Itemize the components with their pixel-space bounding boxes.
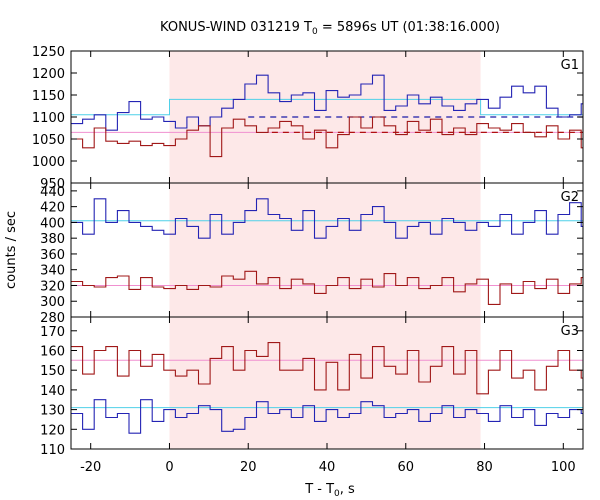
- x-tick-label: -20: [80, 460, 101, 475]
- y-tick-label: 950: [40, 177, 65, 192]
- series-g1-blue: [71, 74, 583, 131]
- y-tick-label: 340: [40, 264, 65, 279]
- y-tick-label: 440: [40, 185, 65, 200]
- series-g2-red: [71, 270, 583, 305]
- y-tick-label: 1200: [32, 67, 65, 82]
- y-tick-label: 130: [40, 404, 65, 419]
- y-tick-label: 1000: [32, 155, 65, 170]
- series-g3-red: [71, 342, 583, 395]
- y-tick-label: 1150: [32, 89, 65, 104]
- panel-g2: [71, 198, 583, 305]
- x-tick-label: 80: [476, 460, 493, 475]
- series-g1-red: [71, 116, 583, 158]
- y-tick-label: 150: [40, 364, 65, 379]
- x-tick-label: 100: [551, 460, 576, 475]
- series-g3-blue: [71, 399, 583, 434]
- y-tick-label: 380: [40, 232, 65, 247]
- chart-title-sub: 0: [312, 27, 318, 37]
- chart-title-rest: = 5896s UT (01:38:16.000): [318, 20, 500, 35]
- y-tick-label: 320: [40, 279, 65, 294]
- data-layer: [71, 74, 583, 434]
- panel-label-g2: G2: [561, 190, 579, 205]
- y-tick-label: 110: [40, 443, 65, 458]
- y-tick-label: 280: [40, 311, 65, 326]
- y-tick-label: 300: [40, 295, 65, 310]
- y-tick-label: 170: [40, 325, 65, 340]
- panel-label-g3: G3: [561, 324, 579, 339]
- y-tick-label: 160: [40, 344, 65, 359]
- y-tick-label: 140: [40, 384, 65, 399]
- y-tick-label: 400: [40, 216, 65, 231]
- y-tick-label: 420: [40, 201, 65, 216]
- chart-title-main: KONUS-WIND 031219 T: [160, 20, 312, 35]
- panel-g1: [71, 74, 583, 158]
- panel-label-g1: G1: [561, 58, 579, 73]
- x-tick-label: 0: [165, 460, 173, 475]
- axes-layer: 950100010501100115012001250G128030032034…: [32, 45, 584, 475]
- x-axis-label: T - T0, s: [304, 482, 355, 499]
- y-tick-label: 360: [40, 248, 65, 263]
- panel-g3: [71, 342, 583, 434]
- y-axis-label: counts / sec: [4, 211, 19, 289]
- y-tick-label: 1250: [32, 45, 65, 60]
- series-g2-blue: [71, 198, 583, 239]
- x-axis-label-sub: 0: [334, 489, 340, 499]
- x-axis-label-main: T - T: [304, 482, 334, 497]
- x-tick-label: 20: [240, 460, 257, 475]
- fit-line-cyan: [71, 98, 583, 116]
- y-tick-label: 1050: [32, 133, 65, 148]
- x-tick-label: 60: [397, 460, 414, 475]
- y-tick-label: 1100: [32, 111, 65, 126]
- text-layer: KONUS-WIND 031219 T0 = 5896s UT (01:38:1…: [4, 20, 500, 499]
- x-axis-label-rest: , s: [340, 482, 355, 497]
- chart-title: KONUS-WIND 031219 T0 = 5896s UT (01:38:1…: [160, 20, 500, 37]
- x-tick-label: 40: [319, 460, 336, 475]
- y-tick-label: 120: [40, 423, 65, 438]
